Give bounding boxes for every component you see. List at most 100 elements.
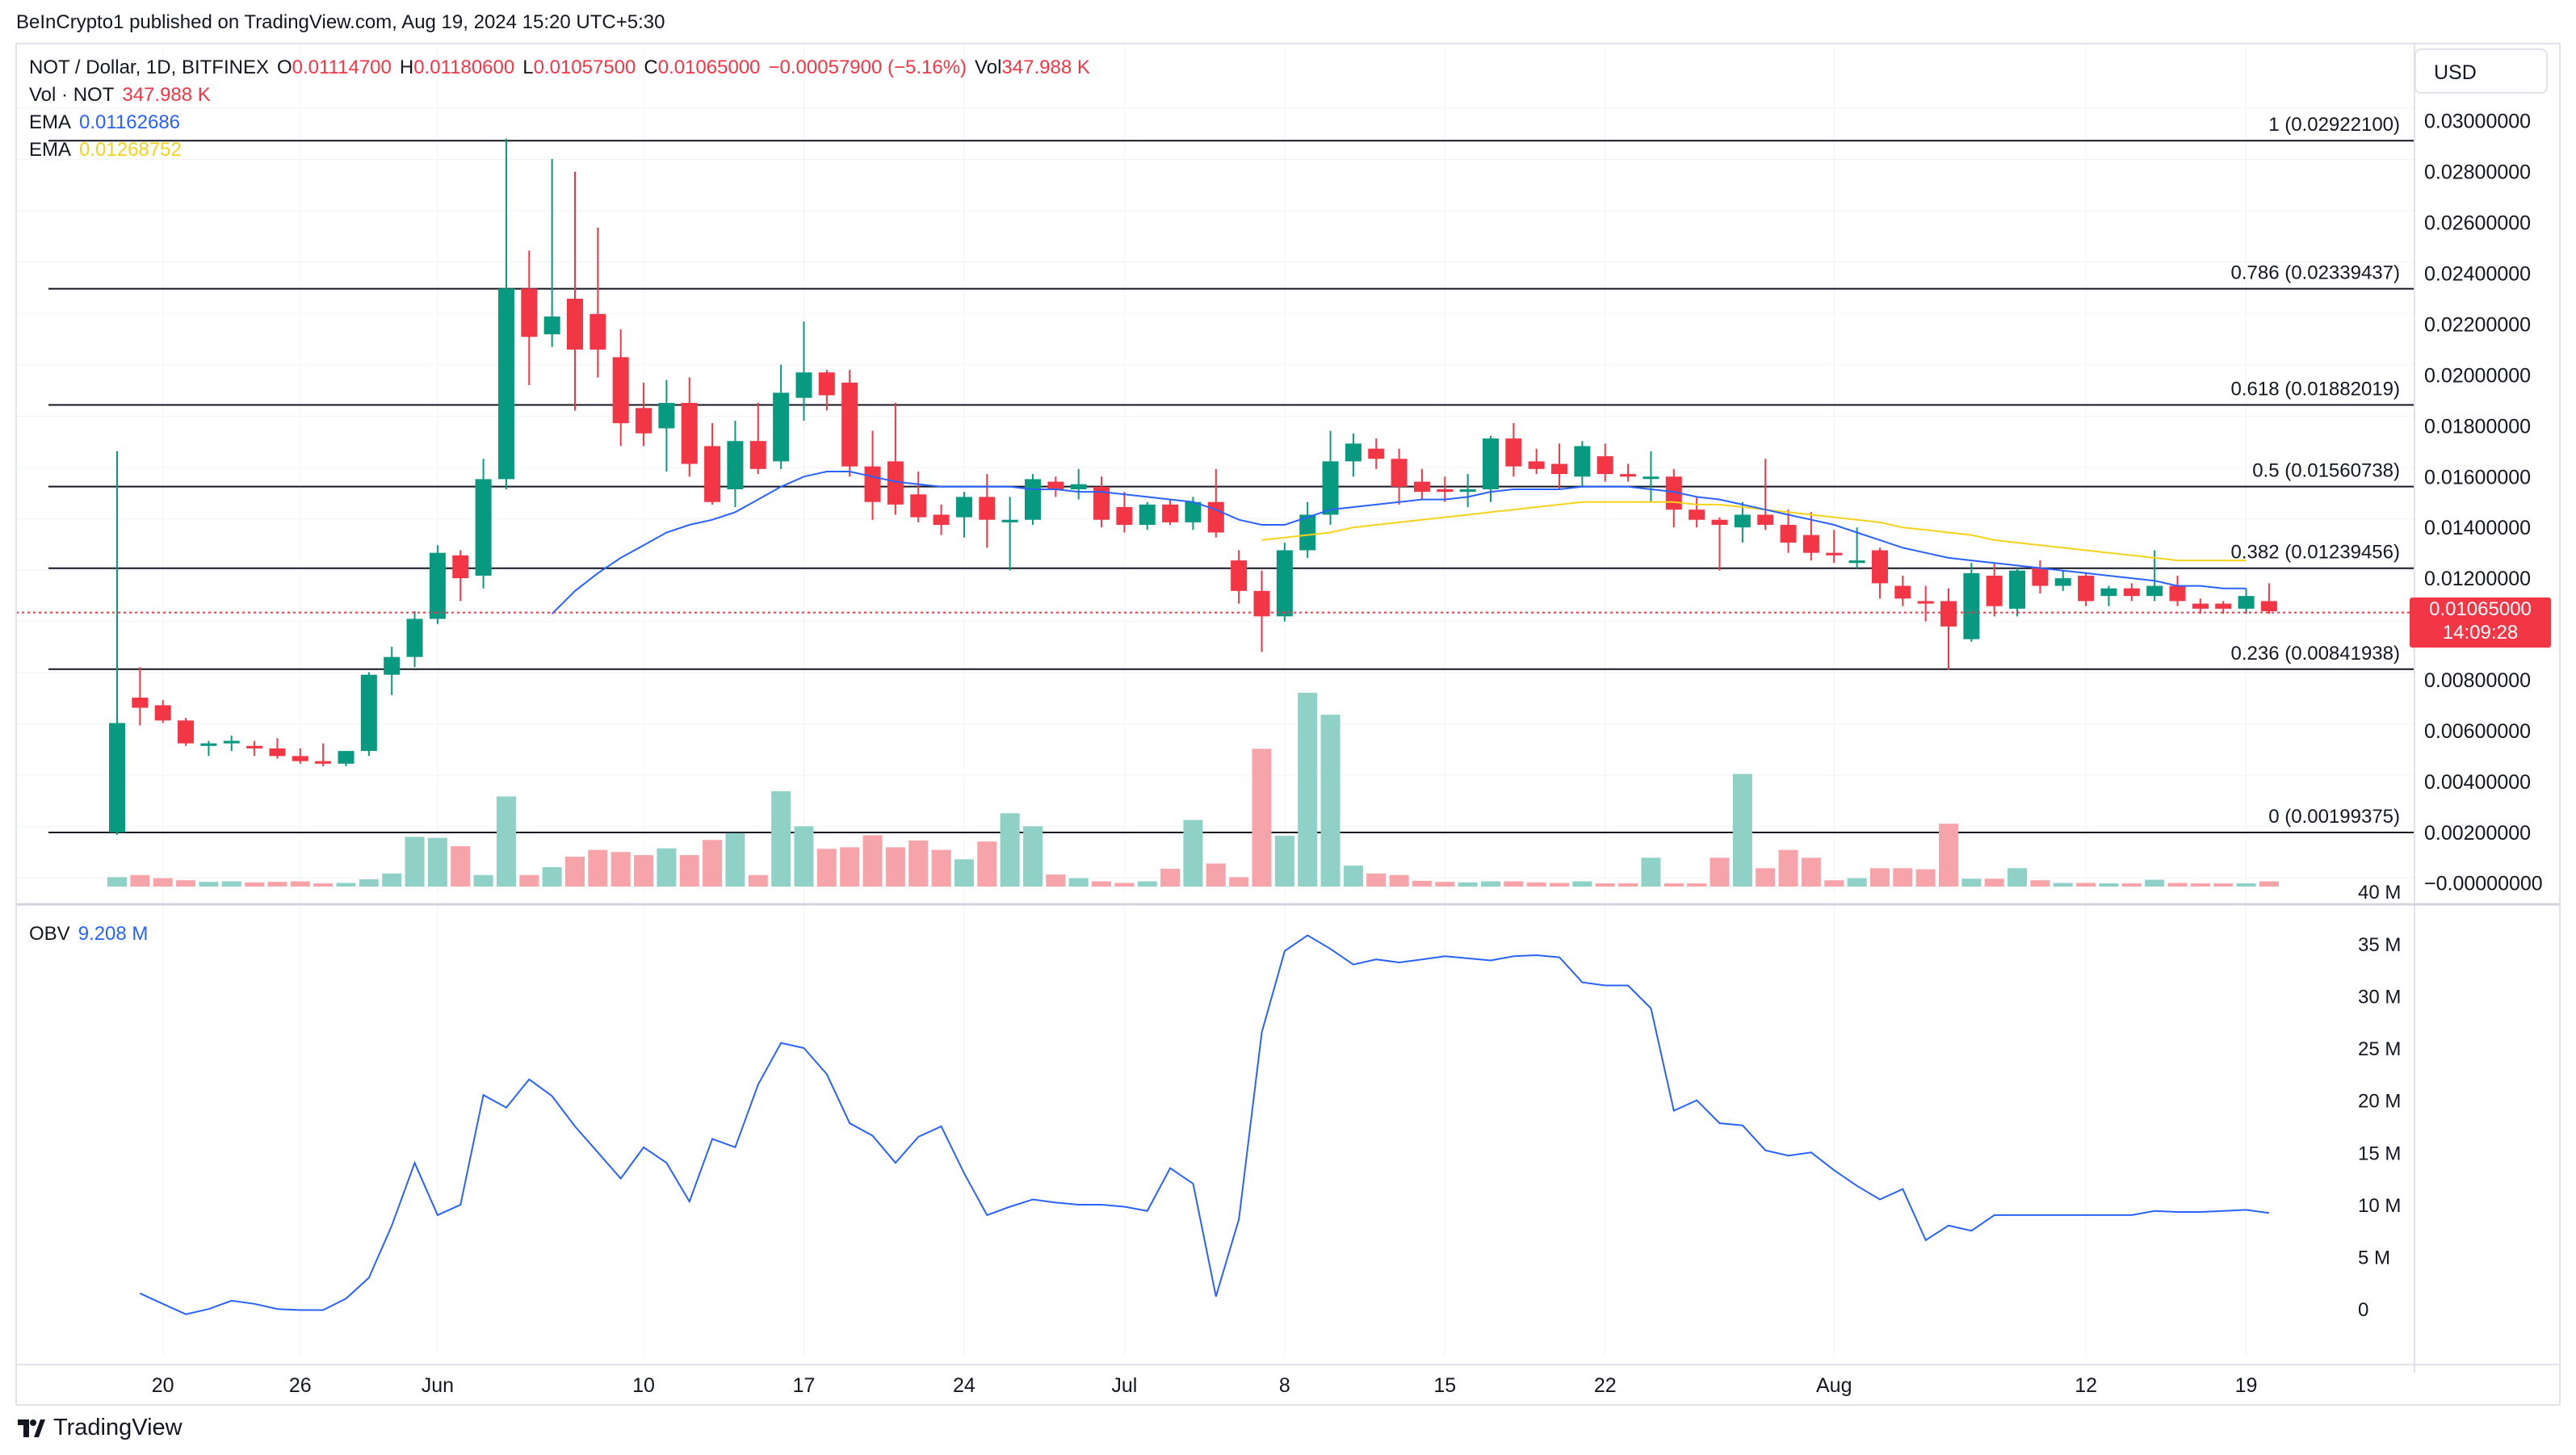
candle-body <box>933 514 950 526</box>
price-axis[interactable]: 0.03000000 0.02800000 0.02600000 0.02400000… <box>2424 111 2543 895</box>
candle-body <box>200 743 217 746</box>
candle-body <box>1826 552 1843 556</box>
candle-body <box>1116 507 1133 526</box>
volume-bar <box>1298 693 1318 887</box>
ema-lines <box>16 471 2414 614</box>
price-tick-label: 0.01400000 <box>2424 517 2531 539</box>
volume-bar <box>1756 868 1776 887</box>
ema-fast-legend[interactable]: EMA 0.01162686 <box>29 111 180 134</box>
volume-bar <box>634 855 654 887</box>
obv-tick-label: 15 M <box>2358 1143 2401 1164</box>
candle-body <box>1848 560 1865 564</box>
symbol-legend[interactable]: NOT / Dollar, 1D, BITFINEX O0.01114700 H… <box>29 57 1090 79</box>
price-tick-label: −0.00000000 <box>2424 873 2543 895</box>
candle-body <box>1001 519 1018 522</box>
candle-body <box>360 674 377 752</box>
volume-bar <box>2145 879 2165 887</box>
candle-body <box>1871 550 1888 584</box>
candle-body <box>1574 446 1591 477</box>
candle-body <box>1596 456 1613 475</box>
volume-legend-label: Vol · NOT <box>29 84 115 106</box>
candle-body <box>269 748 286 757</box>
price-tick-label: 0.01600000 <box>2424 466 2531 488</box>
fib-level-label: 0 (0.00199375) <box>2268 806 2400 828</box>
volume-bar <box>1274 836 1294 887</box>
time-tick-label: 8 <box>1279 1374 1290 1397</box>
volume-bar <box>771 790 791 887</box>
volume-bar <box>748 874 768 887</box>
volume-bar <box>610 852 631 887</box>
obv-tick-label: 20 M <box>2358 1091 2401 1113</box>
candle-body <box>1505 438 1522 467</box>
candle-body <box>497 288 514 480</box>
ema-slow-legend[interactable]: EMA 0.01268752 <box>29 139 182 161</box>
price-tick-label: 0.01800000 <box>2424 415 2531 438</box>
ema-slow-value: 0.01268752 <box>79 139 182 161</box>
ema-slow-label: EMA <box>29 139 72 161</box>
obv-tick-label: 0 <box>2358 1299 2368 1321</box>
ohlc-low: L0.01057500 <box>522 57 636 78</box>
volume-bar <box>703 840 723 887</box>
candlesticks <box>109 138 2277 835</box>
candle-body <box>1528 461 1545 469</box>
volume-bar <box>1526 882 1546 887</box>
obv-legend[interactable]: OBV 9.208 M <box>29 923 148 946</box>
candle-body <box>636 408 652 434</box>
tradingview-icon <box>18 1419 45 1437</box>
volume-bar <box>2213 883 2234 887</box>
time-tick-label: 15 <box>1433 1374 1456 1397</box>
candle-body <box>2192 603 2209 609</box>
ohlc-volume: Vol347.988 K <box>975 57 1090 78</box>
candle-body <box>749 441 766 469</box>
candle-body <box>2100 588 2117 597</box>
time-axis[interactable]: 20 26 Jun 10 17 24 Jul 8 15 22 Aug 12 19 <box>152 1374 2258 1397</box>
candle-body <box>727 441 744 489</box>
volume-bar <box>1893 868 1913 887</box>
currency-button[interactable]: USD <box>2414 48 2548 94</box>
price-tick-label: 0.00400000 <box>2424 771 2531 794</box>
candle-body <box>1986 575 2003 606</box>
price-tick-label: 0.02200000 <box>2424 313 2531 336</box>
tradingview-logo[interactable]: TradingView <box>18 1415 183 1441</box>
volume-legend[interactable]: Vol · NOT 347.988 K <box>29 84 211 107</box>
candle-body <box>818 372 835 396</box>
price-tick-label: 0.02800000 <box>2424 161 2531 184</box>
volume-bar <box>1824 880 1844 887</box>
time-tick-label: 17 <box>793 1374 816 1397</box>
candle-body <box>2238 596 2255 609</box>
volume-bar <box>2008 868 2028 887</box>
price-tick-label: 0.02000000 <box>2424 364 2531 387</box>
publisher-note: BeInCrypto1 published on TradingView.com… <box>16 11 665 33</box>
volume-bar <box>1869 868 1890 887</box>
obv-axis: 40 M 35 M 30 M 25 M 20 M 15 M 10 M 5 M 0 <box>2358 882 2401 1321</box>
volume-bar <box>1160 868 1181 887</box>
candle-body <box>1276 550 1293 617</box>
candle-body <box>1689 509 1705 520</box>
candle-body <box>681 403 698 464</box>
volume-bar <box>2076 883 2096 887</box>
price-tick-label: 0.00800000 <box>2424 669 2531 692</box>
ema-fast-value: 0.01162686 <box>79 111 181 133</box>
volume-bar <box>1710 857 1730 887</box>
candle-body <box>2146 585 2163 597</box>
candle-body <box>1162 504 1179 522</box>
candle-body <box>315 761 332 764</box>
obv-tick-label: 5 M <box>2358 1247 2390 1269</box>
volume-bar <box>1229 877 1249 887</box>
volume-bar <box>1252 748 1272 887</box>
volume-bar <box>1000 813 1020 887</box>
price-tick-label: 0.03000000 <box>2424 111 2531 133</box>
volume-bar <box>1320 715 1340 887</box>
candle-body <box>704 446 721 502</box>
candle-body <box>338 751 355 764</box>
obv-tick-label: 30 M <box>2358 986 2401 1008</box>
volume-bar <box>657 848 677 887</box>
candle-body <box>567 298 583 350</box>
volume-bar <box>519 874 539 887</box>
volume-bar <box>245 882 265 887</box>
volume-bar <box>1778 849 1798 887</box>
volume-bar <box>1847 878 1867 887</box>
volume-bar <box>931 849 951 887</box>
ohlc-open: O0.01114700 <box>276 57 392 78</box>
